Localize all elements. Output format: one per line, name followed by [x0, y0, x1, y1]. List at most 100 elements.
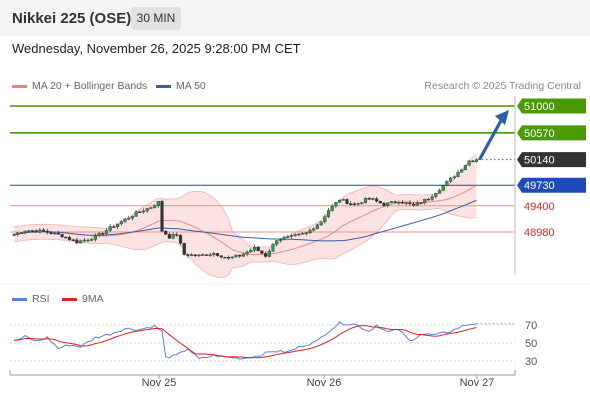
candle-body	[345, 199, 349, 204]
candle-body	[460, 169, 464, 173]
candle	[415, 200, 419, 206]
last-price-level-tag: 50140	[517, 152, 586, 168]
candle-body	[286, 236, 290, 238]
candle-body	[108, 226, 112, 231]
candle-body	[319, 221, 323, 226]
candle	[45, 228, 49, 235]
candle-body	[175, 234, 179, 236]
candle-body	[463, 165, 467, 170]
candle-body	[308, 229, 312, 234]
target-level-50570-label: 50570	[524, 128, 555, 140]
candle	[97, 232, 101, 238]
candle	[382, 201, 386, 208]
candle	[434, 192, 438, 199]
candle-body	[437, 190, 442, 194]
candle	[175, 232, 179, 237]
candle-body	[360, 202, 364, 204]
candle-body	[42, 229, 46, 232]
candle-body	[449, 177, 453, 182]
candle-body	[264, 253, 268, 257]
candle	[78, 239, 83, 244]
candle-body	[75, 239, 79, 244]
pivot-level-label: 49730	[524, 180, 555, 192]
candle	[204, 254, 208, 257]
candle	[260, 250, 264, 255]
time-tick-label: Nov 27	[460, 377, 495, 389]
candle	[437, 188, 442, 194]
candle	[289, 233, 294, 239]
candle-body	[230, 256, 234, 259]
candle-body	[338, 200, 342, 203]
target-level-51000-tag: 51000	[517, 98, 586, 114]
rsi-tick-label: 50	[525, 338, 537, 350]
candle-body	[189, 254, 194, 256]
candle	[234, 254, 238, 258]
candle-body	[49, 232, 53, 234]
candle-body	[245, 251, 249, 255]
candle	[152, 204, 157, 209]
candle	[67, 235, 72, 241]
candle-body	[123, 218, 127, 222]
candle-body	[208, 254, 212, 256]
candle	[119, 219, 123, 226]
candle	[319, 221, 323, 227]
candle	[49, 230, 53, 235]
candle	[441, 184, 445, 192]
candle	[386, 202, 390, 208]
candle-body	[452, 176, 456, 179]
candle	[297, 232, 301, 237]
candle-body	[375, 198, 379, 202]
candle-body	[315, 224, 319, 230]
candle	[397, 200, 401, 205]
candle-body	[97, 233, 101, 236]
header-bar: Nikkei 225 (OSE) 30 MIN	[0, 0, 590, 36]
candle	[360, 202, 364, 205]
candle-body	[71, 239, 75, 241]
candle	[474, 158, 479, 163]
candle-body	[467, 160, 471, 166]
candle	[164, 230, 168, 236]
candle	[53, 232, 57, 235]
ma20-swatch	[12, 84, 27, 88]
target-level-50570-tag-bg	[517, 125, 586, 141]
candle	[178, 234, 183, 246]
candle	[249, 247, 253, 254]
time-tick-label: Nov 25	[142, 377, 177, 389]
candle	[404, 202, 408, 206]
candle-body	[164, 231, 168, 235]
candle-body	[60, 234, 64, 238]
candle-body	[127, 217, 131, 220]
candle	[341, 198, 345, 201]
candle	[16, 231, 20, 237]
candle	[352, 202, 356, 206]
ma50-swatch	[156, 84, 171, 88]
candle-body	[334, 202, 338, 207]
candle	[193, 254, 197, 258]
target-level-51000-tag-bg	[517, 98, 586, 114]
candle	[86, 238, 90, 243]
candle	[301, 231, 305, 235]
candle	[30, 230, 35, 232]
candle	[389, 200, 393, 204]
candle-body	[304, 232, 308, 235]
candle-body	[204, 254, 208, 256]
candle-body	[352, 203, 356, 205]
candle	[423, 198, 427, 205]
candle	[138, 210, 142, 214]
timeframe-button[interactable]: 30 MIN	[131, 7, 181, 30]
last-price-level-label: 50140	[524, 155, 555, 167]
time-tick-label: Nov 26	[307, 377, 342, 389]
candle	[419, 201, 423, 205]
candle	[252, 244, 257, 253]
rsi-tick-label: 70	[525, 320, 537, 332]
candle	[182, 242, 186, 256]
candle-body	[256, 246, 260, 252]
candle-body	[160, 201, 164, 232]
candle	[345, 198, 349, 205]
rsi-line	[13, 321, 477, 360]
candle-body	[101, 233, 105, 235]
candle	[101, 231, 105, 236]
candle	[445, 180, 449, 187]
candle	[208, 252, 212, 257]
